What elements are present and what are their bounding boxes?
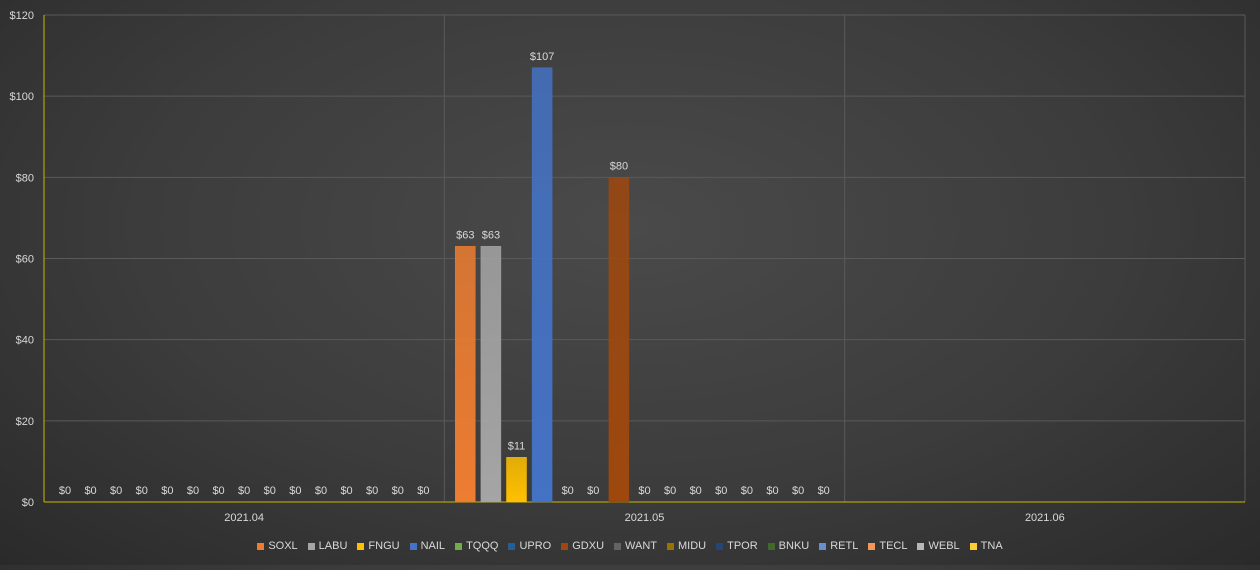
data-label: $0 [690,485,702,497]
data-label: $0 [264,485,276,497]
legend-label: TECL [879,540,908,552]
data-label: $0 [392,485,404,497]
legend-swatch [868,542,876,550]
legend-item-fngu: FNGU [357,540,400,552]
legend-item-nail: NAIL [409,540,446,552]
x-tick-label: 2021.05 [625,512,665,524]
data-label: $0 [818,485,830,497]
legend-swatch [307,542,315,550]
data-label: $0 [366,485,378,497]
data-label: $0 [766,485,778,497]
legend-item-want: WANT [614,540,657,552]
legend-item-bnku: BNKU [767,540,810,552]
legend-item-midu: MIDU [667,540,706,552]
legend-swatch [409,542,417,550]
data-label: $0 [110,485,122,497]
x-tick-label: 2021.04 [224,512,264,524]
legend-swatch [508,542,516,550]
data-label: $63 [456,229,474,241]
y-tick-label: $40 [16,335,34,347]
data-label: $0 [562,485,574,497]
data-label: $0 [161,485,173,497]
data-label: $63 [482,229,500,241]
legend-swatch [357,542,365,550]
legend-label: WEBL [928,540,960,552]
bar-soxl-2021.05 [455,246,476,503]
legend-item-tpor: TPOR [716,540,758,552]
data-label: $0 [187,485,199,497]
data-label: $0 [59,485,71,497]
legend-item-tqqq: TQQQ [455,540,498,552]
y-tick-label: $60 [16,254,34,266]
legend-label: TPOR [727,540,758,552]
legend-label: TNA [980,540,1003,552]
legend-swatch [819,542,827,550]
data-label: $0 [741,485,753,497]
legend-label: MIDU [678,540,707,552]
legend-label: UPRO [519,540,552,552]
legend-swatch [716,542,724,550]
legend-item-labu: LABU [307,540,348,552]
data-label: $0 [587,485,599,497]
legend-label: RETL [830,540,859,552]
legend-label: GDXU [572,540,605,552]
data-label: $0 [315,485,327,497]
y-tick-label: $20 [16,416,34,428]
legend-item-webl: WEBL [917,540,960,552]
legend-swatch [455,542,463,550]
data-label: $0 [715,485,727,497]
legend-swatch [667,542,674,550]
data-label: $107 [530,51,554,63]
legend-item-retl: RETL [819,540,858,552]
legend-label: NAIL [420,540,446,552]
legend-item-tecl: TECL [868,540,907,552]
y-tick-label: $120 [10,10,34,22]
bar-labu-2021.05 [480,246,502,503]
legend-swatch [561,542,569,550]
legend-swatch [969,542,977,550]
data-label: $0 [289,485,301,497]
chart-legend: SOXL LABU FNGU NAIL TQQQ UPRO GDXU WANT MIDU TPOR… [0,538,1260,554]
legend-item-upro: UPRO [508,540,551,552]
y-tick-label: $0 [22,497,34,509]
legend-label: LABU [318,540,348,552]
data-label: $0 [84,485,96,497]
legend-swatch [614,542,622,550]
legend-label: TQQQ [466,540,499,552]
data-label: $80 [610,160,628,172]
data-label: $0 [638,485,650,497]
data-label: $0 [340,485,352,497]
y-tick-label: $80 [16,172,34,184]
data-label: $0 [417,485,429,497]
data-label: $11 [508,440,526,452]
legend-item-gdxu: GDXU [561,540,604,552]
legend-item-soxl: SOXL [257,540,298,552]
data-label: $0 [792,485,804,497]
y-tick-label: $100 [10,91,34,103]
legend-label: SOXL [268,540,298,552]
legend-label: BNKU [778,540,810,552]
legend-item-tna: TNA [969,540,1003,552]
data-label: $0 [136,485,148,497]
legend-swatch [917,542,925,550]
data-label: $0 [212,485,224,497]
data-label: $0 [664,485,676,497]
bar-nail-2021.05 [531,67,553,503]
legend-swatch [767,542,775,550]
legend-swatch [257,542,265,550]
legend-label: FNGU [368,540,400,552]
legend-label: WANT [625,540,657,552]
bar-gdxu-2021.05 [608,177,630,503]
bar-fngu-2021.05 [506,457,527,503]
x-tick-label: 2021.06 [1025,512,1065,524]
data-label: $0 [238,485,250,497]
